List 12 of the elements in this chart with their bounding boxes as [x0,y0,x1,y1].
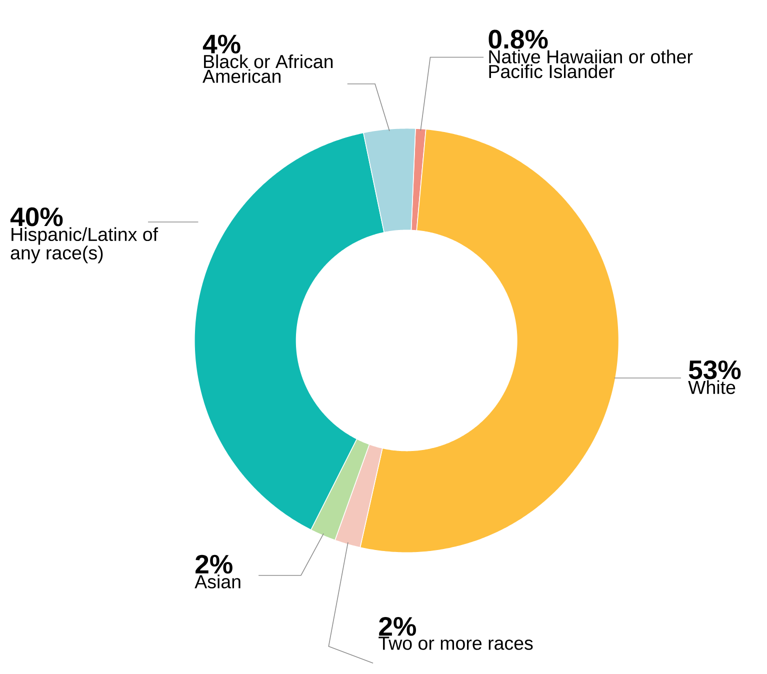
slice-label: Two or more races [378,636,533,650]
data-label: 53% [688,360,741,380]
slice-label: Asian [194,574,240,588]
data-label: 2% [196,554,232,574]
data-label: 2% [379,616,416,636]
slice-label: White [688,380,736,394]
data-label: 0.8% [488,30,548,49]
slice-label: Native Hawaiian or other Pacific Islander [489,50,693,78]
data-label: 4% [202,34,240,54]
slice-label: Black or African American [202,54,333,83]
data-label: 40% [10,207,63,226]
slice-label: Hispanic/Latinx of any race(s) [10,227,158,264]
